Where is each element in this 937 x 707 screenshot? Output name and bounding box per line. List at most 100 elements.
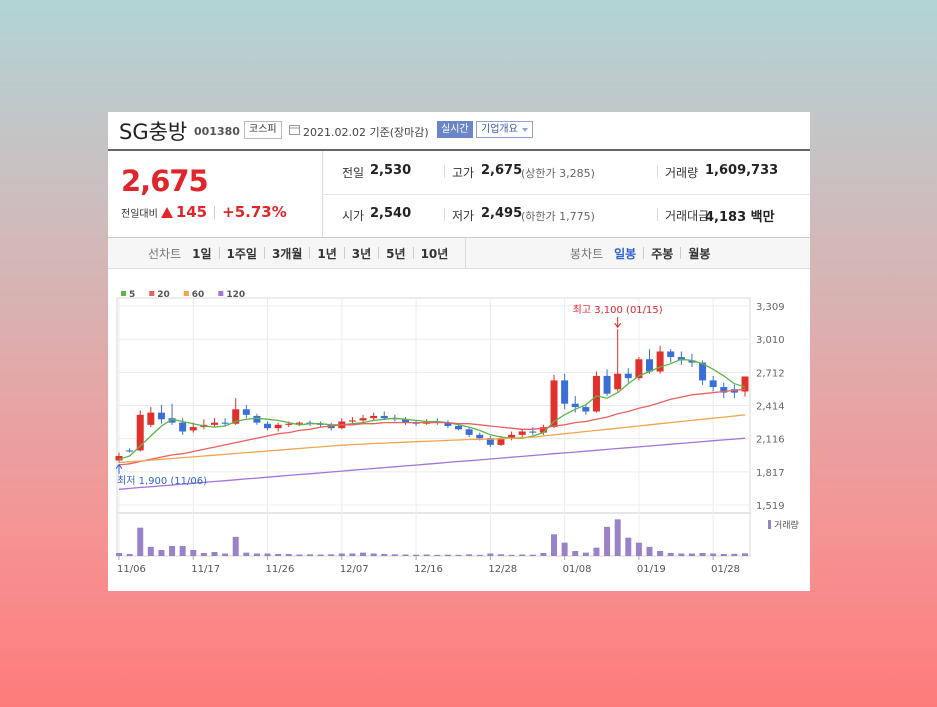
moving-average-line (118, 437, 746, 490)
period-tab[interactable]: 1년 (317, 246, 337, 261)
volume-bar (253, 553, 260, 556)
volume-bar (561, 542, 568, 556)
change-rate: +5.73% (222, 203, 287, 221)
stat-label: 전일 (342, 166, 365, 180)
tab-group-label: 봉차트 (570, 246, 604, 261)
candle-body (189, 427, 197, 431)
candle-body (179, 422, 187, 432)
candle-body (529, 431, 537, 433)
candle-body (370, 415, 378, 419)
volume-bar (285, 554, 292, 556)
period-tab[interactable]: 1일 (192, 246, 212, 261)
period-tab[interactable]: 3개월 (271, 246, 303, 261)
y-tick-label: 1,817 (756, 468, 785, 479)
volume-bar (487, 553, 494, 556)
divider (322, 194, 810, 195)
candle-body (285, 423, 293, 425)
date-value: 2021.02.02 (303, 126, 366, 139)
candle-body (486, 438, 494, 445)
volume-bar (232, 536, 239, 556)
volume-bar (381, 554, 388, 556)
period-tab[interactable]: 월봉 (688, 246, 711, 261)
up-triangle (160, 206, 173, 218)
volume-bar (625, 537, 632, 556)
volume-bar (731, 553, 738, 556)
company-info-button[interactable]: 기업개요 (476, 121, 533, 138)
candle-body (497, 438, 505, 445)
stock-name: SG충방 (119, 120, 188, 144)
separator (309, 247, 311, 259)
stat-label: 시가 (342, 209, 365, 223)
volume-bar (158, 550, 165, 556)
period-tab[interactable]: 주봉 (651, 246, 674, 261)
volume-bar (720, 554, 727, 556)
stat-value: 2,530 (370, 163, 412, 178)
legend-label: 5 (129, 290, 135, 300)
candle-body (274, 424, 282, 429)
candle-body (455, 425, 463, 430)
volume-bar (179, 546, 186, 556)
volume-bar (497, 554, 504, 556)
stat-label: 저가 (452, 209, 475, 223)
moving-average-line (118, 414, 746, 464)
legend-label: 60 (192, 290, 205, 300)
separator (643, 247, 645, 259)
current-price: 2,675 (121, 164, 209, 198)
candle-chart-tabs: 봉차트 일봉 주봉 월봉 (570, 238, 710, 268)
candle-body (582, 407, 590, 412)
line-chart-tabs: 선차트 1일 1주일 3개월 1년 3년 5년 10년 (148, 238, 448, 268)
volume-bar (137, 527, 144, 556)
y-tick-label: 3,010 (756, 335, 785, 346)
stat-value: 2,495 (481, 206, 523, 221)
candle-body (232, 409, 240, 424)
x-tick-label: 11/06 (117, 564, 146, 575)
separator (263, 247, 265, 259)
volume-bar (455, 554, 462, 556)
realtime-button[interactable]: 실시간 (437, 121, 473, 138)
candle-body (592, 375, 600, 412)
period-tab[interactable]: 3년 (351, 246, 372, 261)
divider (444, 208, 445, 221)
period-tab[interactable]: 일봉 (614, 246, 637, 261)
candle-body (709, 380, 717, 388)
period-tab[interactable]: 1주일 (226, 246, 257, 261)
change-label: 전일대비 (121, 208, 158, 220)
candle-body (508, 434, 516, 439)
volume-bar (476, 554, 483, 556)
volume-bar (370, 553, 377, 556)
stat-value: 4,183 백만 (705, 210, 775, 225)
candle-body (550, 380, 558, 428)
candle-body (614, 373, 622, 390)
candle-body (635, 359, 643, 379)
volume-bar (508, 554, 515, 556)
plot-frame (116, 297, 751, 557)
header-rule (108, 149, 810, 151)
candle-body (518, 431, 526, 435)
period-tab[interactable]: 5년 (386, 246, 406, 261)
stat-value: 2,540 (370, 206, 412, 221)
candle-body (242, 409, 250, 415)
volume-bar (667, 553, 674, 556)
y-tick-label: 2,116 (756, 435, 785, 446)
x-tick-label: 12/16 (414, 564, 443, 575)
x-tick-label: 12/28 (488, 564, 517, 575)
change-row: 전일대비 145 +5.73% (121, 203, 287, 221)
x-tick-label: 12/07 (340, 564, 369, 575)
volume-bar (434, 554, 441, 556)
candle-body (465, 429, 473, 435)
min-arrow (115, 463, 123, 474)
volume-bar (678, 553, 685, 556)
volume-bar (529, 554, 536, 556)
separator (680, 247, 682, 259)
candle-body (667, 351, 675, 358)
tab-group-label: 선차트 (148, 246, 182, 261)
volume-bar (413, 554, 420, 556)
legend-swatch (121, 291, 126, 296)
period-tab[interactable]: 10년 (420, 246, 449, 261)
stat-note: (하한가 1,775) (521, 210, 595, 223)
volume-bar (519, 554, 526, 556)
chart-tabs: 선차트 1일 1주일 3개월 1년 3년 5년 10년 봉차트 일봉 주봉 월봉 (108, 237, 810, 269)
candle-body (136, 414, 144, 451)
stock-card: SG충방 001380 코스피 2021.02.02 기준(장마감) 실시간 기… (108, 112, 810, 591)
max-arrow (614, 317, 622, 329)
